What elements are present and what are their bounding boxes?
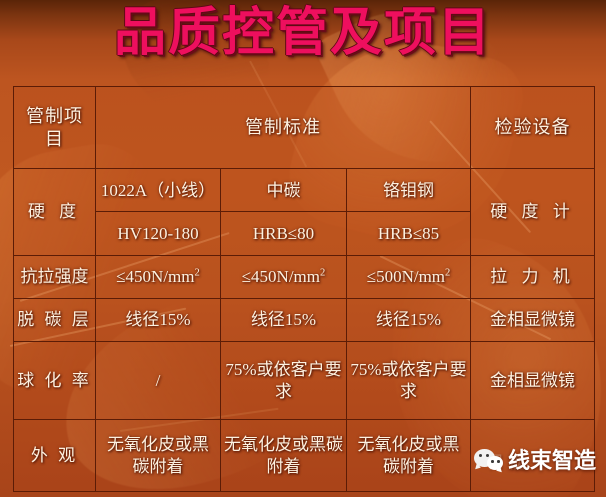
cell-tensile-1: ≤450N/mm2 [95, 254, 221, 299]
table-row: HV120-180 HRB≤80 HRB≤85 [14, 211, 595, 256]
header-cell-item: 管制项目 [13, 85, 96, 170]
cell-decarb-1: 线径15% [95, 297, 221, 343]
row-label-hardness: 硬 度 [13, 168, 96, 256]
wechat-eye [479, 454, 482, 457]
slide-title-text: 品质控管及项目 [113, 3, 492, 63]
cell-hardness-value-2: HRB≤80 [220, 211, 347, 256]
cell-equipment-decarb: 金相显微镜 [470, 297, 596, 343]
cell-spher-3: 75%或依客户要求 [345, 341, 472, 420]
cell-spher-1: / [95, 341, 221, 420]
header-cell-equipment: 检验设备 [470, 85, 596, 170]
cell-hardness-grade-3: 铬钼钢 [345, 168, 472, 213]
row-label-spheroidization: 球 化 率 [13, 341, 96, 420]
cell-equipment-appear [470, 419, 596, 492]
cell-tensile-3: ≤500N/mm2 [345, 254, 472, 299]
slide-title: 品质控管及项目 [0, 2, 606, 64]
table-row: 球 化 率 / 75%或依客户要求 75%或依客户要求 金相显微镜 [13, 341, 596, 420]
cell-equipment-spher: 金相显微镜 [470, 341, 596, 420]
wechat-watermark: 线束智造 [474, 443, 596, 475]
cell-decarb-3: 线径15% [345, 297, 472, 343]
cell-hardness-grade-2: 中碳 [220, 168, 347, 213]
watermark-label: 线束智造 [508, 449, 597, 474]
row-label-decarburization: 脱 碳 层 [13, 297, 96, 343]
quality-control-table: 管制项目 管制标准 检验设备 硬 度 1022A（小线） 中碳 铬钼钢 硬 度 … [13, 85, 596, 492]
table-row: 外 观 无氧化皮或黑碳附着 无氧化皮或黑碳附着 无氧化皮或黑碳附着 [13, 419, 596, 492]
cell-equipment-tensile: 拉 力 机 [470, 254, 596, 299]
wechat-eye [491, 460, 494, 463]
header-cell-standard: 管制标准 [94, 85, 472, 170]
wechat-eye [497, 460, 500, 463]
cell-appear-2: 无氧化皮或黑碳附着 [220, 419, 347, 492]
wechat-icon [474, 446, 504, 472]
row-label-appearance: 外 观 [13, 419, 96, 492]
cell-hardness-value-1: HV120-180 [95, 211, 221, 256]
table-row: 脱 碳 层 线径15% 线径15% 线径15% 金相显微镜 [13, 297, 596, 343]
cell-hardness-grade-1: 1022A（小线） [95, 168, 221, 213]
cell-spher-2: 75%或依客户要求 [220, 341, 347, 420]
cell-decarb-2: 线径15% [220, 297, 347, 343]
wechat-bubble-small [487, 456, 503, 470]
cell-appear-3: 无氧化皮或黑碳附着 [345, 419, 472, 492]
row-label-tensile-strength: 抗拉强度 [13, 254, 96, 299]
table-header-row: 管制项目 管制标准 检验设备 [13, 85, 596, 170]
cell-equipment-hardness: 硬 度 计 [470, 168, 596, 256]
cell-hardness-value-3: HRB≤85 [345, 211, 472, 256]
table-row: 硬 度 1022A（小线） 中碳 铬钼钢 硬 度 计 [13, 168, 596, 256]
table-row: 抗拉强度 ≤450N/mm2 ≤450N/mm2 ≤500N/mm2 拉 力 机 [13, 254, 596, 299]
cell-appear-1: 无氧化皮或黑碳附着 [95, 419, 221, 492]
cell-tensile-2: ≤450N/mm2 [220, 254, 347, 299]
wechat-eye [486, 454, 489, 457]
